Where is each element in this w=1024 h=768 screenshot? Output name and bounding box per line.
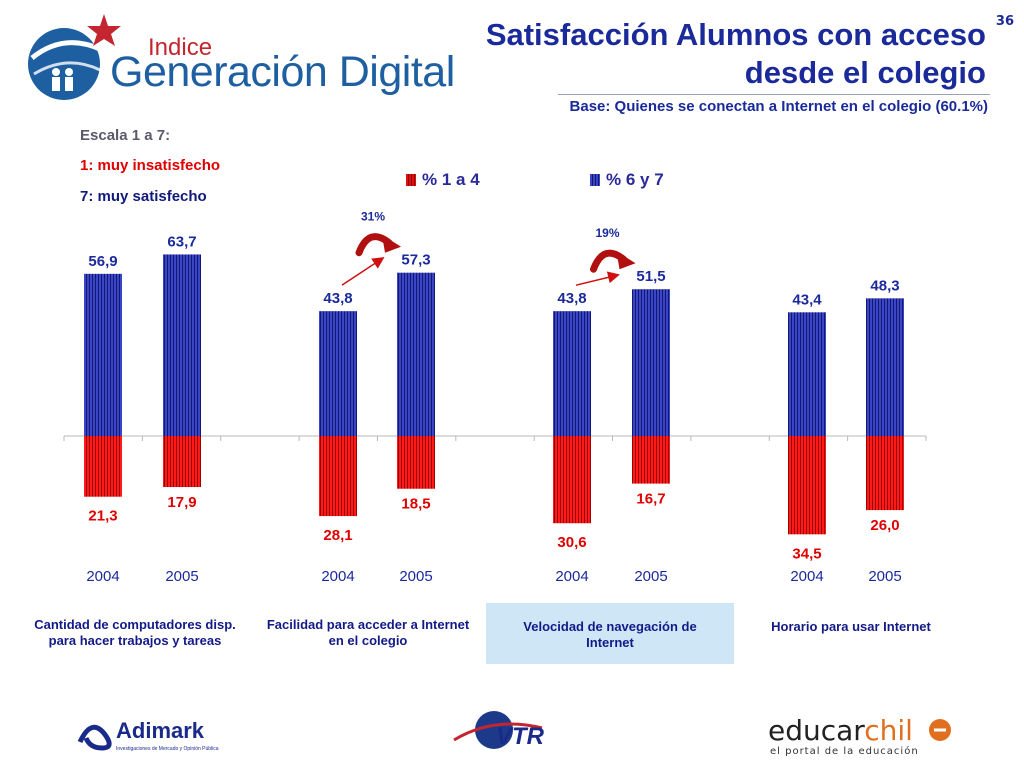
data-label-satisfied: 57,3 — [401, 252, 430, 269]
satisfaction-chart: 56,9 21,3 2004 63,7 17,9 2005 43,8 28,1 2004 57,3… — [63, 210, 927, 585]
data-label-unsatisfied: 34,5 — [792, 545, 821, 562]
data-label-satisfied: 43,8 — [323, 290, 352, 307]
data-label-satisfied: 51,5 — [636, 268, 665, 285]
brand-small-text: Indice — [148, 34, 213, 61]
bar-unsatisfied — [397, 436, 435, 489]
data-label-satisfied: 43,8 — [557, 290, 586, 307]
bar-satisfied — [397, 272, 435, 436]
legend-label-red: % 1 a 4 — [422, 170, 480, 189]
page-subtitle: Base: Quienes se conectan a Internet en … — [569, 98, 988, 115]
data-label-satisfied: 43,4 — [792, 291, 822, 308]
growth-pointer-line — [341, 257, 385, 286]
scale-high: 7: muy satisfecho — [80, 188, 207, 205]
bar-satisfied — [788, 312, 826, 436]
data-label-unsatisfied: 28,1 — [323, 527, 352, 544]
bar-satisfied — [553, 311, 591, 436]
chile-text: chil — [864, 714, 913, 747]
bar-unsatisfied — [866, 436, 904, 511]
category-label-3: Velocidad de navegación de Internet — [523, 619, 697, 650]
educar-tagline: el portal de la educación — [770, 745, 919, 757]
year-label: 2005 — [868, 568, 901, 585]
data-label-unsatisfied: 16,7 — [636, 491, 665, 508]
data-label-unsatisfied: 21,3 — [88, 508, 117, 525]
year-label: 2005 — [399, 568, 432, 585]
data-label-unsatisfied: 18,5 — [401, 496, 430, 513]
data-label-unsatisfied: 17,9 — [167, 494, 196, 511]
bar-unsatisfied — [319, 436, 357, 517]
bar-unsatisfied — [553, 436, 591, 524]
year-label: 2004 — [555, 568, 588, 585]
indice-logo — [22, 10, 462, 110]
legend-item-blue: % 6 y 7 — [590, 170, 664, 190]
curved-arrow-head — [382, 234, 401, 253]
globe-star-icon — [28, 14, 121, 100]
bar-unsatisfied — [84, 436, 122, 497]
year-label: 2005 — [165, 568, 198, 585]
title-divider — [558, 94, 990, 95]
legend-label-blue: % 6 y 7 — [606, 170, 664, 189]
growth-label: 31% — [361, 210, 385, 224]
year-label: 2004 — [321, 568, 354, 585]
bar-unsatisfied — [788, 436, 826, 535]
data-label-satisfied: 63,7 — [167, 233, 196, 250]
bar-satisfied — [632, 289, 670, 436]
legend-swatch-blue — [590, 174, 600, 186]
page-title: Satisfacción Alumnos con acceso desde el… — [485, 17, 986, 90]
bar-satisfied — [84, 273, 122, 436]
bar-satisfied — [319, 311, 357, 436]
bar-unsatisfied — [632, 436, 670, 484]
growth-pointer-line — [575, 271, 620, 286]
data-label-satisfied: 48,3 — [870, 277, 899, 294]
data-label-unsatisfied: 30,6 — [557, 534, 586, 551]
educarchile-logo: educarchil el portal de la educación — [766, 710, 956, 762]
bar-unsatisfied — [163, 436, 201, 488]
slide-number: 36 — [995, 14, 1014, 29]
year-label: 2004 — [790, 568, 823, 585]
category-label-4: Horario para usar Internet — [771, 619, 931, 634]
bar-satisfied — [163, 254, 201, 436]
adimark-text: Adimark — [116, 718, 205, 743]
adimark-logo: Adimark Investigaciones de Mercado y Opi… — [76, 712, 226, 756]
bar-satisfied — [866, 298, 904, 436]
scale-title: Escala 1 a 7: — [80, 127, 171, 144]
year-label: 2005 — [634, 568, 667, 585]
category-highlight — [486, 603, 734, 664]
data-label-satisfied: 56,9 — [88, 253, 117, 270]
legend-swatch-red — [406, 174, 416, 186]
adimark-tagline: Investigaciones de Mercado y Opinión Púb… — [116, 746, 219, 752]
educar-text: educar — [768, 714, 865, 747]
category-label-1: Cantidad de computadores disp. para hace… — [34, 617, 236, 648]
svg-text:educarchil: educarchil — [768, 714, 913, 747]
brand-big-text: Generación Digital — [110, 48, 455, 96]
vtr-text: VTR — [496, 723, 545, 750]
curved-arrow-head — [616, 251, 636, 270]
growth-label: 19% — [595, 226, 619, 240]
vtr-logo: VTR — [450, 706, 580, 758]
year-label: 2004 — [86, 568, 119, 585]
data-label-unsatisfied: 26,0 — [870, 517, 899, 534]
scale-low: 1: muy insatisfecho — [80, 157, 221, 174]
legend-item-red: % 1 a 4 — [406, 170, 480, 190]
category-label-2: Facilidad para acceder a Internet en el … — [266, 617, 470, 648]
